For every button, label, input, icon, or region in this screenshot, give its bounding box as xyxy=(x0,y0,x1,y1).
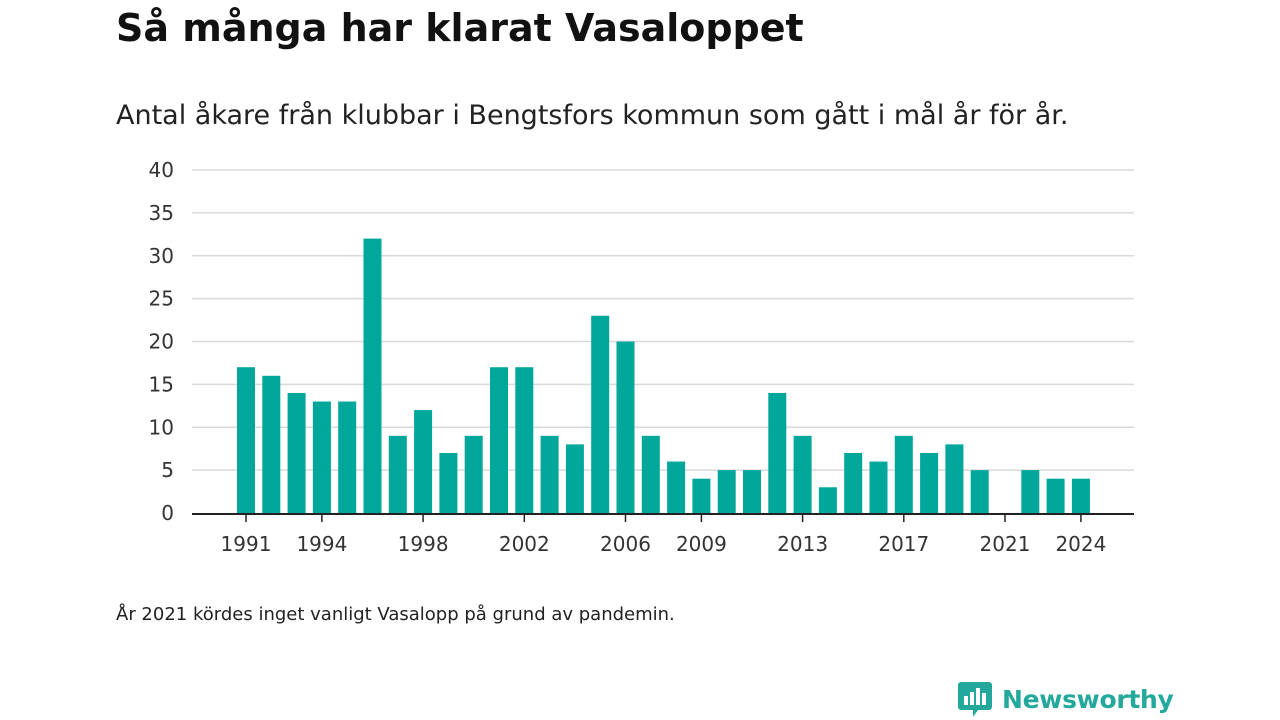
bar-1997 xyxy=(388,435,407,513)
bar-2008 xyxy=(667,461,686,513)
chart-title: Så många har klarat Vasaloppet xyxy=(116,6,804,50)
chart-subtitle: Antal åkare från klubbar i Bengtsfors ko… xyxy=(116,100,1069,131)
bar-2004 xyxy=(565,444,584,513)
bar-2023 xyxy=(1046,478,1065,513)
bar-2016 xyxy=(869,461,888,513)
bar-1994 xyxy=(312,401,331,513)
bar-2012 xyxy=(768,392,787,513)
bar-2001 xyxy=(490,367,508,513)
x-tick-label-1994: 1994 xyxy=(296,532,347,556)
bar-2019 xyxy=(945,444,964,513)
y-tick-label-0: 0 xyxy=(161,501,174,525)
bar-1993 xyxy=(287,392,306,513)
bar-2024 xyxy=(1071,478,1090,513)
bar-2010 xyxy=(717,470,736,513)
x-tick-label-2017: 2017 xyxy=(878,532,929,556)
bar-2005 xyxy=(591,315,610,513)
bar-2009 xyxy=(692,478,711,513)
bar-1991 xyxy=(237,367,255,513)
y-tick-label-40: 40 xyxy=(149,158,174,182)
newsworthy-chart-bubble-icon xyxy=(958,682,992,717)
x-tick-label-2006: 2006 xyxy=(600,532,651,556)
x-tick-label-2024: 2024 xyxy=(1055,532,1106,556)
x-tick-label-2009: 2009 xyxy=(676,532,727,556)
footnote: År 2021 kördes inget vanligt Vasalopp på… xyxy=(116,604,675,625)
bar-2002 xyxy=(515,367,534,513)
bar-chart: 0 5 10 15 20 25 30 35 40 1991 1994 1998 2002 2006 2009… xyxy=(149,158,1134,556)
y-tick-label-20: 20 xyxy=(149,330,174,354)
bar-2022 xyxy=(1021,470,1040,513)
bar-2000 xyxy=(464,435,483,513)
y-tick-label-10: 10 xyxy=(149,415,174,439)
y-tick-label-35: 35 xyxy=(149,201,174,225)
x-tick-label-1998: 1998 xyxy=(398,532,449,556)
bar-2018 xyxy=(920,452,939,513)
bar-2015 xyxy=(844,452,863,513)
y-tick-label-30: 30 xyxy=(149,244,174,268)
y-tick-label-25: 25 xyxy=(149,287,174,311)
x-tick-label-2013: 2013 xyxy=(777,532,828,556)
bar-2011 xyxy=(743,470,761,513)
bar-1999 xyxy=(439,452,458,513)
bar-1995 xyxy=(338,401,357,513)
bar-2007 xyxy=(641,435,660,513)
bar-2014 xyxy=(818,487,837,513)
bar-1992 xyxy=(262,375,281,513)
bar-2013 xyxy=(793,435,812,513)
y-tick-label-5: 5 xyxy=(161,458,174,482)
newsworthy-logo: Newsworthy xyxy=(958,680,1174,718)
bar-1998 xyxy=(414,410,433,513)
x-tick-label-1991: 1991 xyxy=(221,532,272,556)
bar-2006 xyxy=(616,341,635,513)
brand-name: Newsworthy xyxy=(1002,684,1174,714)
y-tick-label-15: 15 xyxy=(149,372,174,396)
x-tick-label-2002: 2002 xyxy=(499,532,550,556)
x-tick-label-2021: 2021 xyxy=(980,532,1031,556)
bar-1996 xyxy=(363,238,382,513)
bar-2017 xyxy=(894,435,913,513)
bar-2020 xyxy=(970,470,989,513)
bar-2003 xyxy=(540,435,559,513)
